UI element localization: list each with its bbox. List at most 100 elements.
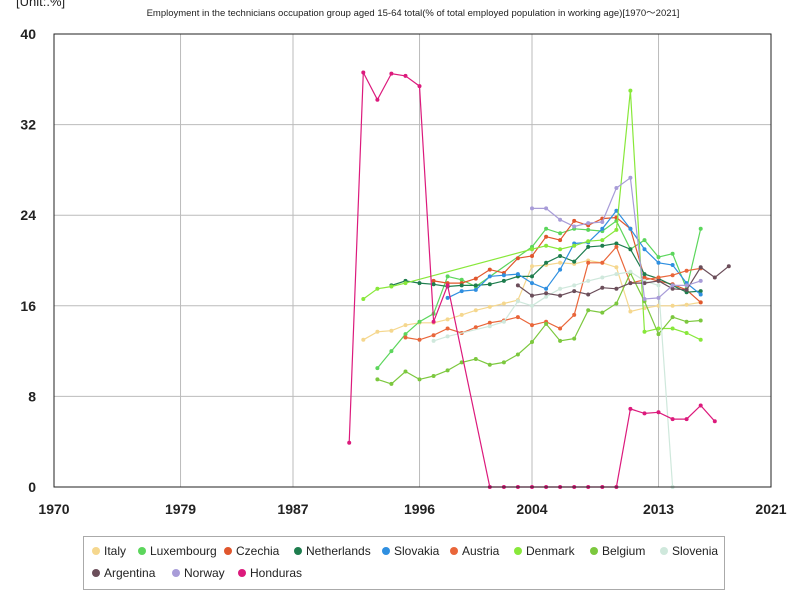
data-point [445, 274, 450, 279]
data-point [572, 289, 577, 294]
data-point [670, 273, 675, 278]
data-point [389, 284, 394, 289]
legend: Italy Luxembourg Czechia Netherlands Slovaki… [83, 536, 725, 590]
data-point [600, 310, 605, 315]
data-point [656, 326, 661, 331]
data-point [445, 368, 450, 373]
series-line [532, 176, 701, 300]
x-axis: 1970 1979 1987 1996 2004 2013 2021 [38, 501, 786, 517]
data-point [656, 275, 661, 280]
legend-item-denmark[interactable]: Denmark [514, 544, 575, 558]
data-point [600, 226, 605, 231]
data-point [431, 282, 436, 287]
series-norway [530, 175, 703, 301]
data-point [487, 362, 492, 367]
data-point [361, 337, 366, 342]
x-tick-label: 2013 [643, 501, 674, 517]
data-point [375, 97, 380, 102]
legend-swatch [92, 569, 100, 577]
data-point [347, 440, 352, 445]
data-point [642, 411, 647, 416]
legend-item-belgium[interactable]: Belgium [590, 544, 645, 558]
data-point [544, 260, 549, 265]
legend-item-slovakia[interactable]: Slovakia [382, 544, 439, 558]
data-point [389, 328, 394, 333]
legend-swatch [382, 547, 390, 555]
data-point [656, 283, 661, 288]
data-point [459, 289, 464, 294]
legend-item-czechia[interactable]: Czechia [224, 544, 279, 558]
data-point [684, 268, 689, 273]
legend-item-netherlands[interactable]: Netherlands [294, 544, 371, 558]
data-point [558, 247, 563, 252]
data-point [586, 308, 591, 313]
data-point [501, 319, 506, 324]
data-point [515, 272, 520, 277]
legend-swatch [224, 547, 232, 555]
data-point [544, 234, 549, 239]
y-tick-label: 16 [20, 298, 36, 314]
grid-lines [53, 33, 772, 488]
data-point [628, 269, 633, 274]
legend-item-slovenia[interactable]: Slovenia [660, 544, 718, 558]
data-point [501, 273, 506, 278]
data-point [459, 360, 464, 365]
legend-item-italy[interactable]: Italy [92, 544, 126, 558]
legend-item-austria[interactable]: Austria [450, 544, 499, 558]
legend-label: Denmark [526, 544, 575, 558]
data-point [558, 231, 563, 236]
data-point [558, 293, 563, 298]
data-point [558, 286, 563, 291]
y-axis: 0 8 16 24 32 40 [20, 26, 36, 495]
data-point [459, 277, 464, 282]
x-tick-label: 1979 [165, 501, 196, 517]
data-point [628, 247, 633, 252]
data-point [642, 329, 647, 334]
data-point [572, 218, 577, 223]
data-point [515, 352, 520, 357]
data-point [403, 281, 408, 286]
data-point [698, 289, 703, 294]
data-point [501, 278, 506, 283]
series-line [517, 265, 730, 297]
legend-item-norway[interactable]: Norway [172, 566, 225, 580]
data-point [586, 227, 591, 232]
x-tick-label: 2004 [516, 501, 547, 517]
series-netherlands [389, 241, 703, 295]
data-point [628, 226, 633, 231]
data-point [614, 265, 619, 270]
series-slovenia [431, 269, 675, 489]
data-point [530, 247, 534, 252]
data-point [586, 239, 591, 244]
data-point [544, 294, 549, 299]
data-point [698, 337, 703, 342]
data-point [515, 256, 520, 261]
data-point [403, 335, 408, 340]
data-point [600, 285, 605, 290]
legend-label: Czechia [236, 544, 280, 558]
legend-label: Argentina [104, 566, 156, 580]
data-point [530, 303, 534, 308]
data-point [375, 286, 380, 291]
data-point [586, 244, 591, 249]
data-point [375, 377, 380, 382]
data-point [642, 297, 647, 301]
data-point [698, 403, 703, 408]
data-point [614, 272, 619, 277]
data-point [558, 238, 563, 243]
data-point [501, 301, 506, 306]
legend-item-argentina[interactable]: Argentina [92, 566, 155, 580]
data-point [487, 267, 492, 272]
data-point [684, 319, 689, 324]
legend-item-luxembourg[interactable]: Luxembourg [138, 544, 217, 558]
legend-item-honduras[interactable]: Honduras [238, 566, 302, 580]
data-point [600, 260, 605, 265]
series-slovakia [445, 208, 703, 300]
data-point [614, 286, 619, 291]
data-point [670, 263, 675, 267]
data-point [558, 217, 563, 222]
data-point [530, 206, 534, 211]
data-point [614, 227, 619, 232]
data-point [487, 274, 492, 279]
